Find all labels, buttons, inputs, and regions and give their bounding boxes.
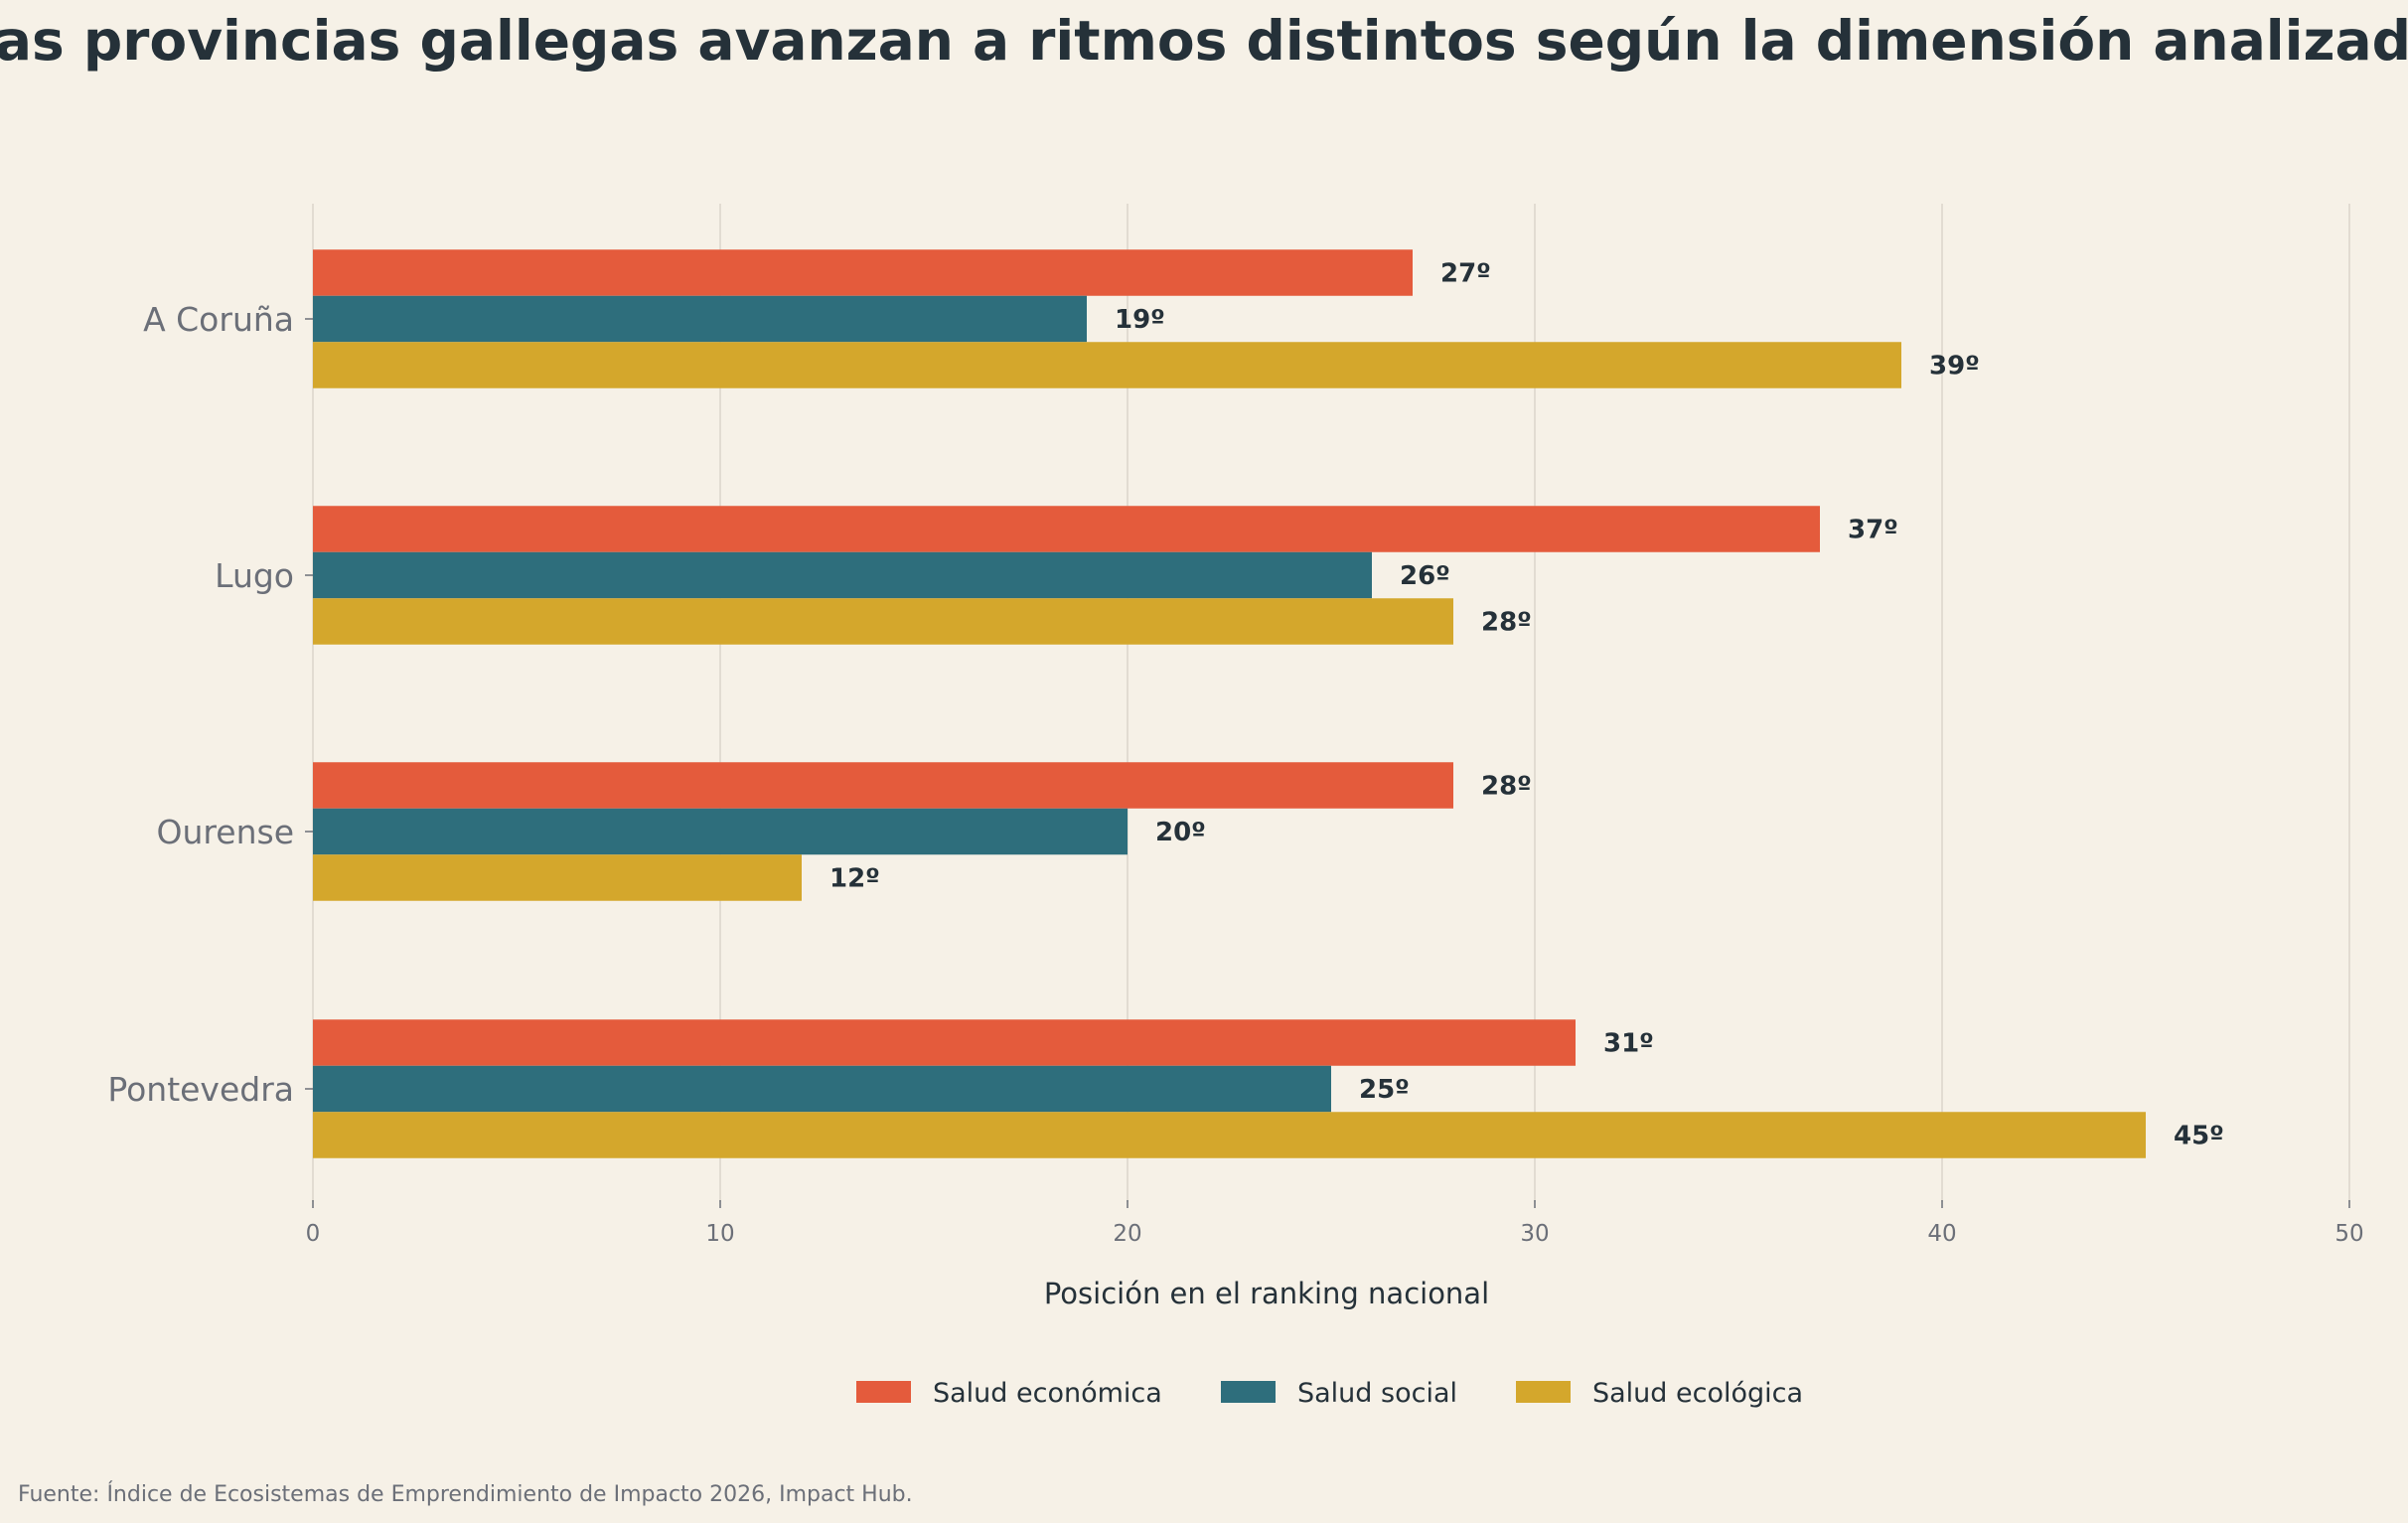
bar-2 <box>313 808 1128 855</box>
legend-label: Salud económica <box>933 1378 1162 1409</box>
category-axis: A Coruña Lugo Ourense Pontevedra <box>107 300 313 1109</box>
data-labels-layer: 27º 19º 39º 37º 26º 28º 28º 20º 12º 31º 25º 45º <box>829 259 2224 1151</box>
x-tick-label: 20 <box>1113 1221 1141 1247</box>
bar-value-label: 20º <box>1155 818 1206 847</box>
bar-3 <box>313 854 802 901</box>
bar-1 <box>313 506 1820 552</box>
legend-label: Salud ecológica <box>1592 1378 1803 1409</box>
bar-value-label: 26º <box>1400 561 1450 591</box>
value-axis: 0 10 20 30 40 50 <box>306 1200 2364 1247</box>
category-label: A Coruña <box>143 300 294 339</box>
bar-3 <box>313 342 1901 388</box>
legend-swatch <box>1516 1381 1571 1403</box>
category-label: Lugo <box>215 556 294 595</box>
bar-1 <box>313 1019 1576 1066</box>
bar-value-label: 39º <box>1929 352 1980 381</box>
bars-layer <box>313 249 2146 1158</box>
bar-1 <box>313 762 1453 809</box>
bar-value-label: 25º <box>1359 1075 1410 1105</box>
category-label: Ourense <box>157 813 294 851</box>
bar-3 <box>313 1112 2146 1158</box>
bar-value-label: 19º <box>1115 305 1165 335</box>
bar-value-label: 31º <box>1603 1029 1654 1059</box>
legend: Salud económica Salud social Salud ecológi… <box>856 1378 1803 1409</box>
x-tick-label: 40 <box>1927 1221 1956 1247</box>
bar-2 <box>313 551 1372 599</box>
bar-value-label: 27º <box>1440 259 1491 289</box>
x-tick-label: 10 <box>705 1221 734 1247</box>
category-label: Pontevedra <box>107 1070 294 1109</box>
bar-value-label: 37º <box>1848 516 1898 545</box>
legend-label: Salud social <box>1297 1378 1457 1409</box>
bar-value-label: 12º <box>829 864 880 894</box>
legend-swatch <box>1221 1381 1276 1403</box>
bar-3 <box>313 598 1453 645</box>
source-note: Fuente: Índice de Ecosistemas de Emprend… <box>18 1481 913 1507</box>
x-tick-label: 0 <box>306 1221 321 1247</box>
bar-1 <box>313 249 1413 296</box>
bar-2 <box>313 1065 1331 1113</box>
bar-value-label: 28º <box>1481 772 1532 802</box>
legend-swatch <box>856 1381 911 1403</box>
bar-value-label: 28º <box>1481 608 1532 638</box>
chart-title: Las provincias gallegas avanzan a ritmos… <box>0 9 2408 73</box>
bar-2 <box>313 295 1087 343</box>
x-axis-title: Posición en el ranking nacional <box>1044 1277 1489 1310</box>
bar-value-label: 45º <box>2174 1122 2224 1151</box>
x-tick-label: 30 <box>1520 1221 1549 1247</box>
x-tick-label: 50 <box>2334 1221 2363 1247</box>
